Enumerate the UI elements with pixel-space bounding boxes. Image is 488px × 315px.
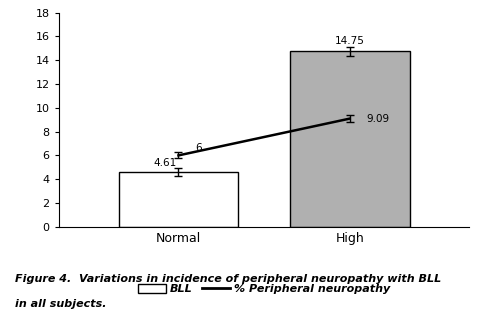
Text: 9.09: 9.09 — [366, 114, 389, 123]
Legend: BLL, % Peripheral neuropathy: BLL, % Peripheral neuropathy — [133, 279, 394, 299]
Text: in all subjects.: in all subjects. — [15, 299, 106, 309]
Text: Figure 4.  Variations in incidence of peripheral neuropathy with BLL: Figure 4. Variations in incidence of per… — [15, 274, 440, 284]
Text: 14.75: 14.75 — [334, 36, 364, 46]
Text: 6: 6 — [195, 143, 202, 153]
Text: 4.61: 4.61 — [153, 158, 176, 168]
Bar — [289, 51, 408, 227]
Bar — [118, 172, 238, 227]
